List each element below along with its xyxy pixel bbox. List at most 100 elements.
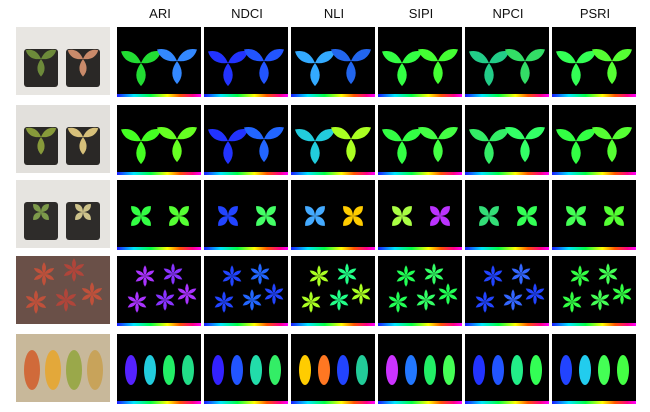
- leaf-shape: [417, 48, 438, 62]
- leaf-shape: [511, 273, 521, 280]
- leaf-shape: [590, 299, 600, 306]
- index-map-ndci-row-2: [204, 105, 288, 175]
- leaf-shape: [440, 206, 450, 216]
- column-header-ari: ARI: [149, 6, 171, 21]
- photo-leaf: [42, 274, 46, 286]
- colorbar: [465, 247, 549, 250]
- photo-leaf: [25, 127, 41, 138]
- photo-leaf: [33, 212, 41, 220]
- leaf-shape: [361, 288, 371, 295]
- photo-leaf: [75, 212, 83, 220]
- leaf-shape: [315, 50, 336, 64]
- leaf-shape: [228, 216, 238, 226]
- leaf-shape: [207, 128, 228, 142]
- leaf-shape: [319, 275, 329, 282]
- photo-leaf: [33, 204, 41, 212]
- leaf-shape: [381, 128, 402, 142]
- photo-leaf: [64, 300, 68, 312]
- leaf-shape: [578, 276, 582, 287]
- leaf-shape: [473, 355, 485, 385]
- leaf-shape: [406, 270, 416, 277]
- leaf-shape: [231, 355, 243, 385]
- leaf-shape: [163, 273, 173, 280]
- colorbar: [204, 94, 288, 97]
- leaf-shape: [228, 128, 249, 142]
- leaf-shape: [264, 48, 285, 62]
- leaf-shape: [345, 263, 349, 274]
- colorbar: [465, 172, 549, 175]
- leaf-shape: [397, 141, 407, 165]
- leaf-shape: [230, 276, 234, 287]
- leaf-shape: [511, 300, 515, 311]
- leaf-shape: [521, 268, 531, 275]
- leaf-shape: [608, 268, 618, 275]
- leaf-shape: [517, 206, 527, 216]
- leaf-shape: [137, 296, 147, 303]
- leaf-shape: [404, 276, 408, 287]
- photo-leaf: [81, 293, 92, 300]
- leaf-shape: [424, 273, 434, 280]
- leaf-shape: [250, 273, 260, 280]
- index-map-sipi-row-2: [378, 105, 462, 175]
- colorbar: [378, 323, 462, 326]
- photo-leaf: [34, 302, 38, 314]
- leaf-shape: [177, 48, 198, 62]
- leaf-shape: [299, 355, 311, 385]
- leaf-shape: [562, 301, 572, 308]
- leaf-shape: [381, 50, 402, 64]
- photo-leaf: [45, 350, 61, 390]
- colorbar: [378, 172, 462, 175]
- leaf-shape: [448, 293, 458, 300]
- leaf-shape: [136, 141, 146, 165]
- leaf-shape: [446, 294, 450, 305]
- sample-photo-row-3: [16, 180, 110, 248]
- photo-leaf: [66, 350, 82, 390]
- leaf-shape: [351, 48, 372, 62]
- leaf-shape: [155, 294, 165, 301]
- leaf-shape: [483, 270, 493, 277]
- leaf-shape: [572, 296, 582, 303]
- leaf-shape: [345, 274, 349, 285]
- leaf-shape: [294, 128, 315, 142]
- colorbar: [552, 247, 636, 250]
- leaf-shape: [396, 302, 400, 313]
- leaf-shape: [517, 216, 527, 226]
- leaf-shape: [141, 216, 151, 226]
- photo-leaf: [74, 264, 85, 271]
- index-map-ari-row-4: [117, 256, 201, 326]
- leaf-shape: [144, 355, 156, 385]
- photo-leaf: [36, 301, 47, 308]
- leaf-shape: [483, 302, 487, 313]
- index-map-psri-row-3: [552, 180, 636, 250]
- leaf-shape: [250, 355, 262, 385]
- photo-leaf: [63, 269, 74, 276]
- leaf-shape: [485, 301, 495, 308]
- leaf-shape: [169, 206, 179, 216]
- leaf-shape: [315, 206, 325, 216]
- leaf-shape: [141, 128, 162, 142]
- leaf-shape: [232, 275, 242, 282]
- leaf-shape: [222, 302, 226, 313]
- leaf-shape: [398, 301, 408, 308]
- index-map-npci-row-1: [465, 27, 549, 97]
- leaf-shape: [310, 141, 320, 165]
- leaf-shape: [165, 294, 175, 301]
- leaf-shape: [475, 301, 485, 308]
- leaf-shape: [311, 296, 321, 303]
- leaf-shape: [396, 291, 400, 302]
- leaf-shape: [305, 216, 315, 226]
- leaf-shape: [330, 126, 351, 140]
- leaf-shape: [187, 288, 197, 295]
- leaf-shape: [256, 216, 266, 226]
- photo-leaf: [92, 293, 103, 300]
- leaf-shape: [566, 216, 576, 226]
- leaf-shape: [343, 206, 353, 216]
- leaf-shape: [163, 355, 175, 385]
- column-header-sipi: SIPI: [408, 6, 434, 21]
- leaf-shape: [173, 268, 183, 275]
- leaf-shape: [562, 296, 572, 303]
- leaf-shape: [491, 276, 495, 287]
- leaf-shape: [337, 289, 341, 300]
- leaf-shape: [163, 289, 167, 300]
